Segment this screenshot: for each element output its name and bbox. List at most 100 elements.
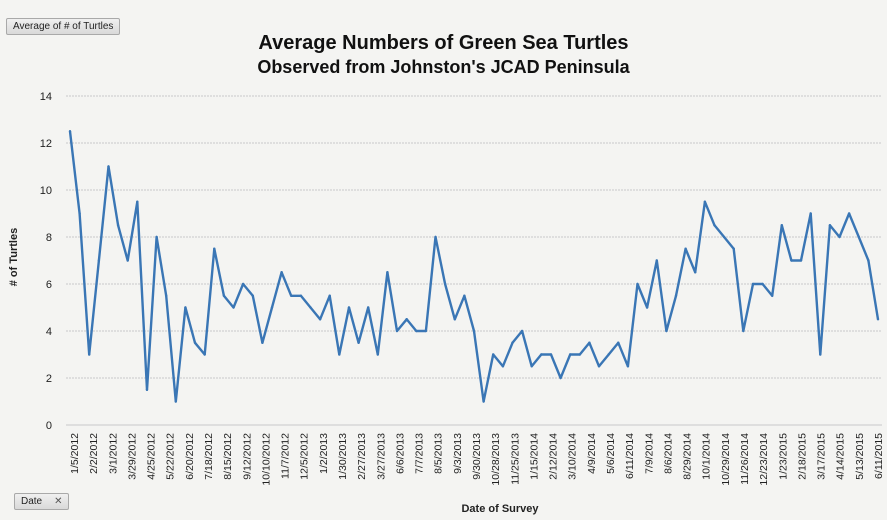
y-tick-label: 4: [46, 326, 52, 338]
x-tick-label: 1/15/2014: [528, 433, 540, 480]
x-tick-label: 4/9/2014: [586, 433, 598, 474]
data-point: [799, 259, 803, 262]
x-tick-label: 11/25/2013: [509, 433, 521, 485]
x-tick-label: 12/23/2014: [758, 433, 770, 486]
data-point: [838, 235, 841, 239]
data-point: [703, 200, 707, 203]
data-point: [722, 235, 726, 239]
x-tick-label: 1/5/2012: [69, 433, 81, 474]
data-point: [607, 353, 610, 356]
data-point: [184, 306, 187, 309]
x-tick-label: 6/20/2012: [184, 433, 196, 480]
data-point: [578, 353, 582, 356]
data-point: [540, 353, 543, 356]
data-point: [415, 329, 418, 333]
data-point: [732, 247, 735, 250]
data-point: [386, 271, 389, 274]
x-tick-label: 12/5/2012: [299, 433, 311, 480]
y-tick-label: 14: [40, 91, 52, 103]
x-tick-label: 6/11/2014: [624, 433, 636, 479]
data-point: [511, 341, 514, 344]
data-point: [299, 294, 303, 297]
data-point: [68, 130, 72, 133]
filter-icon[interactable]: ✕: [54, 496, 63, 507]
data-point: [674, 294, 678, 297]
data-point: [867, 259, 870, 262]
x-tick-label: 7/9/2014: [643, 433, 655, 474]
data-point: [549, 353, 553, 356]
data-point: [164, 294, 168, 297]
data-point: [819, 353, 822, 356]
chart-subtitle: Observed from Johnston's JCAD Peninsula: [257, 57, 630, 77]
x-tick-label: 7/18/2012: [203, 433, 215, 480]
data-point: [338, 353, 341, 356]
x-tick-label: 2/18/2015: [796, 433, 808, 480]
data-point: [424, 329, 428, 333]
data-point: [453, 318, 456, 321]
x-tick-label: 4/14/2015: [835, 433, 847, 480]
x-tick-label: 3/1/2012: [107, 433, 119, 474]
data-point: [155, 235, 158, 239]
data-point: [193, 341, 197, 344]
x-tick-label: 8/6/2014: [662, 433, 674, 474]
x-tick-label: 5/22/2012: [165, 433, 177, 480]
x-tick-label: 9/30/2013: [471, 433, 483, 480]
data-point: [203, 353, 206, 356]
data-point: [222, 294, 226, 297]
x-tick-label: 9/12/2012: [241, 433, 253, 480]
data-point: [617, 341, 620, 344]
x-tick-label: 6/6/2013: [394, 433, 406, 474]
x-tick-label: 5/6/2014: [605, 433, 617, 474]
x-tick-label: 6/11/2015: [873, 433, 885, 479]
data-point: [366, 306, 370, 309]
y-tick-label: 2: [46, 373, 52, 385]
x-tick-label: 10/29/2014: [720, 433, 732, 486]
x-tick-label: 10/10/2012: [260, 433, 272, 486]
data-point: [357, 341, 360, 344]
x-tick-label: 3/10/2014: [567, 433, 579, 480]
x-tick-label: 1/23/2015: [777, 433, 789, 480]
x-tick-label: 7/7/2013: [414, 433, 426, 474]
x-tick-label: 3/17/2015: [816, 433, 828, 480]
data-point: [790, 259, 793, 262]
y-tick-label: 10: [40, 185, 52, 197]
data-point: [328, 294, 331, 297]
data-point: [463, 294, 466, 297]
data-point: [520, 329, 524, 333]
data-point: [280, 271, 283, 274]
data-point: [136, 200, 139, 203]
data-point: [88, 353, 91, 356]
data-point: [251, 294, 254, 297]
data-point: [145, 388, 149, 391]
data-point: [434, 235, 437, 239]
data-point: [713, 224, 716, 227]
data-point: [530, 365, 533, 368]
axis-field-button[interactable]: Date ✕: [14, 493, 69, 510]
data-point: [261, 341, 264, 344]
x-tick-label: 3/27/2013: [375, 433, 387, 480]
y-tick-label: 0: [46, 420, 52, 432]
data-point: [443, 282, 447, 286]
data-point: [828, 224, 832, 227]
data-point: [742, 329, 745, 333]
data-point: [405, 318, 408, 321]
data-point: [626, 365, 630, 368]
data-point: [241, 282, 245, 286]
x-tick-label: 1/30/2013: [337, 433, 349, 480]
data-point: [116, 224, 120, 227]
data-point: [395, 329, 399, 333]
data-point: [588, 341, 591, 344]
x-axis-label: Date of Survey: [461, 503, 539, 515]
data-point: [347, 306, 351, 309]
data-point: [126, 259, 129, 262]
data-point: [780, 224, 784, 227]
data-point: [847, 212, 851, 215]
data-point: [684, 247, 687, 250]
data-point: [232, 306, 235, 309]
data-point: [655, 259, 658, 262]
x-tick-label: 10/28/2013: [490, 433, 502, 486]
value-field-button[interactable]: Average of # of Turtles: [6, 18, 121, 35]
data-point: [857, 235, 860, 239]
data-point: [636, 282, 639, 286]
